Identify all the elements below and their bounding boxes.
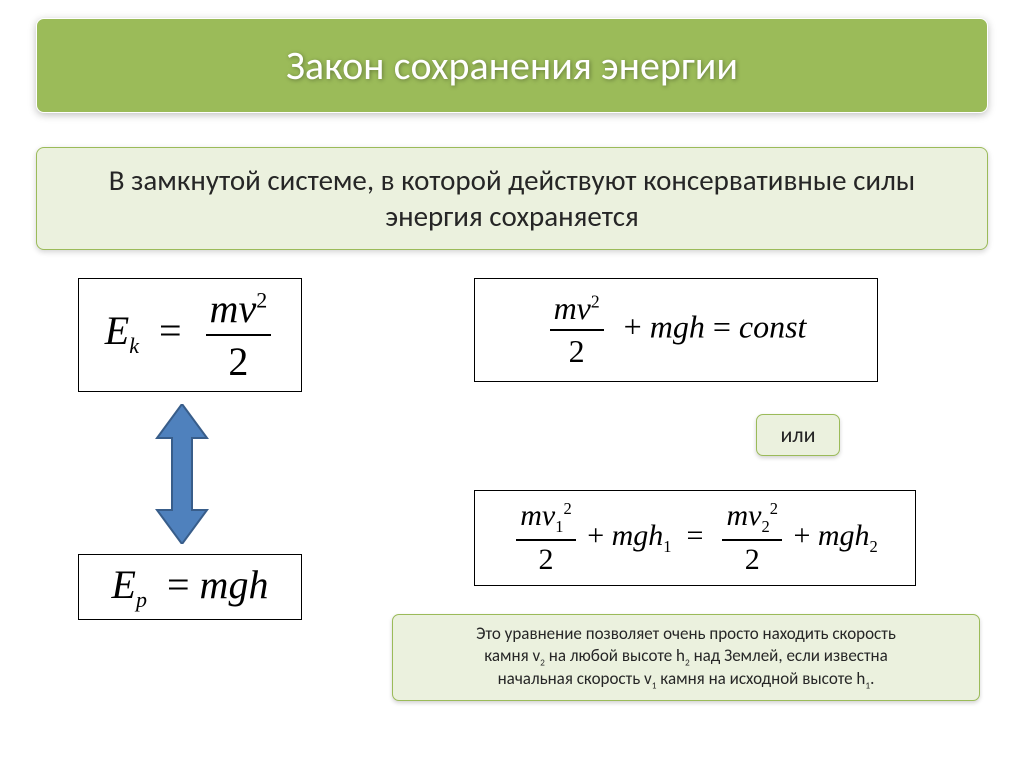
f2-e: 2: [770, 499, 778, 518]
f1-g: g: [633, 518, 648, 551]
note-line1: Это уравнение позволяет очень просто нах…: [476, 623, 896, 644]
formula-conservation-const: mv2 2 + mgh = const: [474, 278, 878, 382]
f-eq: =: [687, 518, 704, 551]
f2-hs: 2: [870, 536, 878, 555]
f1-m: m: [520, 499, 542, 532]
subtitle-panel: В замкнутой системе, в которой действуют…: [36, 147, 988, 250]
title-panel: Закон сохранения энергии: [36, 18, 988, 113]
f2-s2: 2: [761, 517, 769, 536]
f2-h: h: [855, 518, 870, 551]
slide: Закон сохранения энергии В замкнутой сис…: [0, 0, 1024, 767]
ek-den: 2: [206, 336, 272, 385]
note-l2b: на любой высоте h: [545, 645, 685, 666]
c-den: 2: [550, 331, 604, 370]
slide-title: Закон сохранения энергии: [57, 41, 967, 90]
ek-exp: 2: [256, 287, 267, 312]
f2-m: m: [726, 499, 748, 532]
ek-symbol: E: [105, 308, 129, 353]
f1-e: 2: [563, 499, 571, 518]
f1-d: 2: [516, 541, 576, 577]
note-l2a: камня v: [484, 645, 540, 666]
ep-h: h: [248, 562, 268, 607]
f1-m2: m: [612, 518, 634, 551]
ek-sub: k: [129, 333, 139, 358]
f2-plus: +: [793, 518, 810, 551]
f1-plus: +: [587, 518, 604, 551]
f2-v: v: [748, 499, 761, 532]
content-area: Ek = mv2 2 Ep = mgh mv2: [36, 276, 988, 716]
note-l3c: .: [870, 668, 874, 689]
c-plus: +: [624, 308, 642, 344]
note-panel: Это уравнение позволяет очень просто нах…: [392, 614, 980, 701]
f1-hs: 1: [663, 536, 671, 555]
f2-m2: m: [818, 518, 840, 551]
c-const: const: [739, 308, 807, 344]
formula-conservation-expanded: mv12 2 + mgh1 = mv22 2 + mgh2: [474, 490, 916, 586]
formula-kinetic-energy: Ek = mv2 2: [78, 278, 302, 392]
or-label: или: [756, 414, 840, 456]
ek-v: v: [238, 286, 256, 331]
f2-g: g: [840, 518, 855, 551]
c-m: m: [554, 290, 577, 326]
ek-m: m: [210, 286, 239, 331]
formula-potential-energy: Ep = mgh: [78, 554, 302, 620]
f1-s1: 1: [555, 517, 563, 536]
ep-sub: p: [136, 587, 147, 612]
c-eq: =: [713, 308, 731, 344]
ep-symbol: E: [112, 562, 136, 607]
c-g: g: [673, 308, 689, 344]
f2-d: 2: [722, 541, 782, 577]
c-v: v: [577, 290, 591, 326]
ep-g: g: [228, 562, 248, 607]
subtitle-text: В замкнутой системе, в которой действуют…: [63, 162, 961, 235]
f1-h: h: [648, 518, 663, 551]
c-h: h: [689, 308, 705, 344]
c-m2: m: [650, 308, 673, 344]
note-l2c: над Землей, если известна: [690, 645, 888, 666]
ep-m: m: [200, 562, 229, 607]
c-exp: 2: [591, 291, 600, 311]
double-arrow-icon: [152, 404, 212, 544]
note-l3b: камня на исходной высоте h: [656, 668, 865, 689]
f1-v: v: [542, 499, 555, 532]
or-text: или: [780, 421, 815, 448]
note-l3a: начальная скорость v: [498, 668, 652, 689]
